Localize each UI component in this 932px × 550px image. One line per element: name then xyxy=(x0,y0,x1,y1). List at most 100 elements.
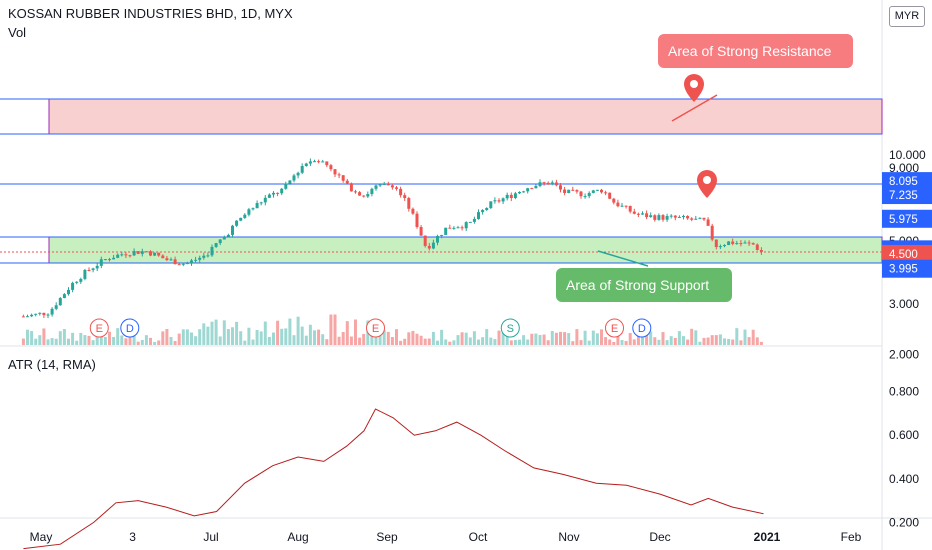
candle-body xyxy=(190,260,193,264)
volume-bar xyxy=(75,340,79,345)
volume-bar xyxy=(325,339,329,345)
candle-body xyxy=(620,205,624,207)
volume-bar xyxy=(509,340,513,345)
volume-bar xyxy=(136,341,140,345)
volume-bar xyxy=(518,339,521,345)
event-marker-label: D xyxy=(638,323,646,335)
candle-body xyxy=(395,187,398,189)
support-zone[interactable] xyxy=(48,236,883,264)
candle-body xyxy=(472,218,476,222)
volume-bar xyxy=(718,334,722,345)
volume-bar xyxy=(612,341,616,345)
volume-bar xyxy=(616,336,620,345)
candle-body xyxy=(591,190,595,193)
volume-bar xyxy=(497,330,501,345)
candle-body xyxy=(136,251,140,254)
support-arrow xyxy=(597,250,649,267)
event-marker xyxy=(89,318,109,338)
candle-body xyxy=(464,222,468,229)
volume-bar xyxy=(210,321,214,345)
candle-body xyxy=(390,185,394,188)
volume-bar xyxy=(83,335,87,345)
volume-bar xyxy=(423,338,427,345)
candle-body xyxy=(427,245,431,249)
candle-body xyxy=(481,210,485,213)
volume-bar xyxy=(292,335,296,345)
volume-bar xyxy=(636,331,640,345)
price-tick-label: 2.000 xyxy=(889,348,919,362)
volume-bar xyxy=(505,333,509,345)
volume-bar xyxy=(694,330,698,345)
candle-body xyxy=(747,242,751,244)
candle-body xyxy=(202,255,206,258)
candle-body xyxy=(251,208,255,210)
level-label: 8.095 xyxy=(889,176,918,188)
resistance-zone[interactable] xyxy=(48,98,883,135)
candle-body xyxy=(550,182,554,185)
volume-bar xyxy=(296,316,300,345)
volume-bar xyxy=(38,335,42,345)
volume-bar xyxy=(641,331,644,345)
resistance-callout[interactable]: Area of Strong Resistance xyxy=(658,34,853,68)
candle-body xyxy=(103,259,107,261)
volume-bar xyxy=(112,336,116,345)
atr-indicator-label[interactable]: ATR (14, RMA) xyxy=(8,357,96,372)
candle-body xyxy=(71,282,75,290)
volume-bar xyxy=(108,331,111,345)
volume-bar xyxy=(288,318,292,345)
volume-bar xyxy=(571,341,575,345)
volume-bar xyxy=(124,338,128,345)
volume-bar xyxy=(481,337,485,345)
atr-tick-label: 0.400 xyxy=(889,472,919,486)
candle-body xyxy=(497,200,501,202)
volume-bar xyxy=(21,338,25,345)
time-tick-label: Feb xyxy=(841,530,862,544)
time-tick-label: Sep xyxy=(376,530,398,544)
support-callout[interactable]: Area of Strong Support xyxy=(556,268,732,302)
volume-bar xyxy=(751,329,755,345)
volume-bar xyxy=(247,327,251,345)
candle-body xyxy=(690,218,694,220)
volume-bar xyxy=(370,331,374,345)
volume-bar xyxy=(390,337,394,345)
candle-body xyxy=(653,215,657,220)
volume-bar xyxy=(526,339,530,345)
volume-bar xyxy=(280,328,284,345)
volume-bar xyxy=(485,329,489,345)
level-label: 4.500 xyxy=(889,249,918,261)
volume-bar xyxy=(645,328,649,345)
volume-bar xyxy=(30,331,34,345)
volume-bar xyxy=(321,334,325,345)
candle-body xyxy=(194,259,198,261)
candle-body xyxy=(739,243,743,245)
currency-button[interactable]: MYR xyxy=(889,6,925,27)
volume-bar xyxy=(255,330,259,345)
volume-bar xyxy=(653,337,657,345)
volume-bar xyxy=(669,336,673,345)
volume-bar xyxy=(46,339,50,345)
volume-bar xyxy=(91,340,95,345)
candle-body xyxy=(530,188,534,190)
candle-body xyxy=(108,259,111,261)
candle-body xyxy=(267,194,271,198)
volume-bar xyxy=(407,332,411,345)
candle-body xyxy=(374,185,378,189)
volume-bar xyxy=(587,340,591,345)
candle-body xyxy=(759,249,763,252)
candle-body xyxy=(124,254,128,256)
volume-bar xyxy=(444,339,448,345)
candle-body xyxy=(587,192,591,197)
volume-bar xyxy=(71,332,75,345)
candle-body xyxy=(411,208,415,214)
volume-bar xyxy=(34,338,38,345)
candle-body xyxy=(276,192,280,194)
candle-body xyxy=(727,241,731,246)
volume-bar xyxy=(567,333,571,345)
volume-bar xyxy=(538,334,542,345)
volume-bar xyxy=(395,329,398,345)
volume-bar xyxy=(382,330,386,345)
candle-body xyxy=(300,165,304,173)
volume-bar xyxy=(563,332,567,345)
volume-bar xyxy=(378,332,382,345)
